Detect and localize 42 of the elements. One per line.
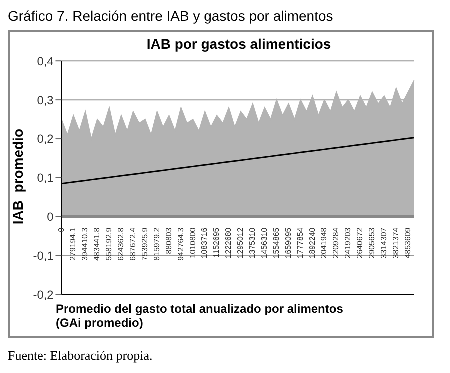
x-tick-label: 3821374 (391, 227, 400, 259)
y-tick-label: -0,1 (33, 249, 54, 264)
x-tick-label: 4853609 (403, 227, 412, 259)
x-tick-label: 3314307 (379, 228, 388, 259)
x-tick-label: 0 (56, 227, 66, 232)
y-tick-label: 0,3 (37, 93, 54, 108)
chart-title: Gráfico 7. Relación entre IAB y gastos por alimentos (8, 8, 334, 24)
x-tick-label: 483441.8 (92, 227, 102, 261)
x-tick-label: 2041948 (320, 227, 329, 259)
source-note: Fuente: Elaboración propia. (8, 348, 154, 364)
x-tick-label: 687672.4 (128, 227, 138, 261)
x-tick-label: 1554865 (272, 227, 281, 259)
x-tick-label: 624362.8 (116, 227, 126, 261)
x-tick-label: 279194.1 (68, 227, 78, 261)
y-tick-label: 0,1 (37, 171, 54, 186)
x-tick-label: 1010800 (188, 227, 198, 259)
y-tick-label: -0,2 (33, 288, 54, 302)
x-tick-label: 880803 (164, 227, 174, 254)
x-tick-label: 2419203 (343, 227, 352, 259)
x-tick-label: 2640672 (355, 228, 364, 259)
x-tick-label: 1295012 (236, 228, 245, 259)
x-tick-label: 1375310 (248, 227, 257, 259)
x-tick-label: 1456310 (260, 227, 269, 259)
x-tick-label: 1777854 (296, 227, 305, 259)
x-axis-title: Promedio del gasto total anualizado por alimentos (GAi promedio) (56, 302, 344, 330)
x-tick-label: 815979.2 (152, 228, 162, 261)
x-tick-label: 1892240 (308, 227, 317, 259)
x-tick-label: 753925.9 (140, 227, 150, 261)
x-tick-label: 558192.9 (104, 227, 114, 261)
y-axis-title: IAB promedio (10, 129, 27, 225)
x-tick-label: 394410.3 (80, 227, 90, 261)
x-tick-label: 942764.3 (176, 227, 186, 261)
chart-subtitle: IAB por gastos alimenticios (146, 36, 332, 52)
x-tick-label: 1152695 (212, 227, 221, 258)
x-tick-label: 1222680 (224, 227, 233, 259)
y-tick-label: 0,2 (37, 132, 54, 146)
x-tick-label: 2209284 (332, 227, 341, 259)
x-tick-label: 1083716 (200, 227, 210, 259)
x-tick-label: 1659095 (284, 227, 293, 259)
x-tick-label: 2905653 (367, 227, 376, 259)
y-tick-label: 0 (46, 210, 54, 224)
y-tick-label: 0,4 (37, 54, 54, 68)
